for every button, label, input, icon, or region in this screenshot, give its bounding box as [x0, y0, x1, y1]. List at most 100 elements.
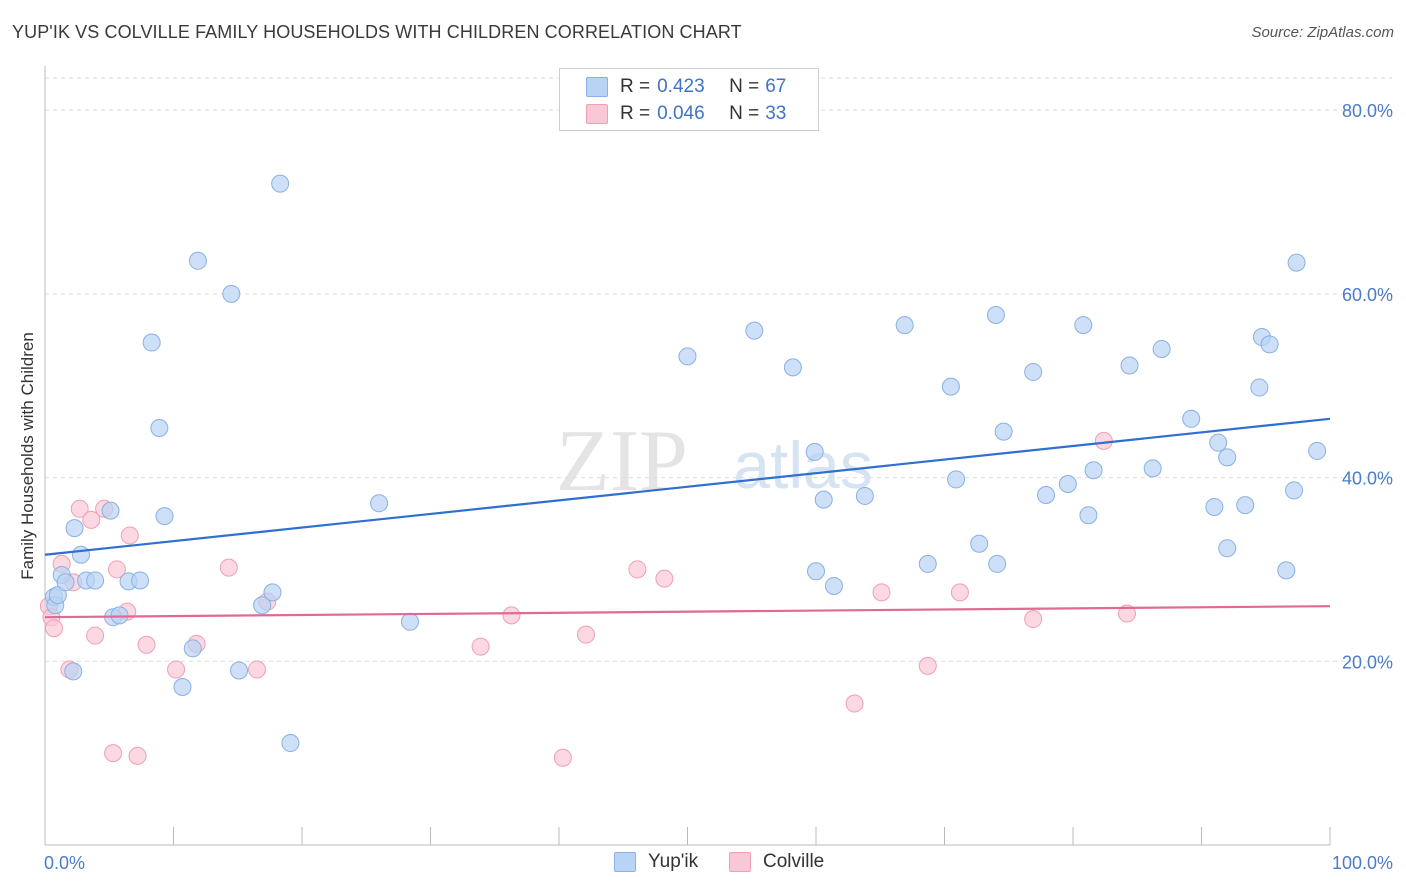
yupik-point — [678, 347, 697, 366]
n-value: 33 — [765, 103, 787, 124]
yupik-point — [222, 284, 241, 303]
yupik-point — [263, 583, 282, 602]
colville-point — [1117, 604, 1136, 623]
yupik-point — [970, 534, 989, 553]
yupik-point — [1218, 448, 1237, 467]
yupik-point — [183, 639, 202, 658]
yupik-point — [814, 490, 833, 509]
yupik-point — [65, 519, 84, 538]
tick-labels: 20.0% 40.0% 60.0% 80.0% 0.0% 100.0% — [44, 101, 1393, 873]
yupik-point — [1209, 433, 1228, 452]
colville-point — [137, 635, 156, 654]
yupik-point — [1277, 561, 1296, 580]
colville-point — [70, 499, 89, 518]
yupik-point — [805, 442, 824, 461]
yupik-point — [1236, 496, 1255, 515]
yupik-point — [895, 316, 914, 335]
yupik-point — [1084, 461, 1103, 480]
n-label: N = — [729, 76, 760, 97]
colville-point — [576, 625, 595, 644]
yupik-point — [988, 554, 1007, 573]
yupik-point — [1260, 335, 1279, 354]
yupik-point — [947, 470, 966, 489]
yupik-point — [173, 678, 192, 697]
legend-item-colville[interactable]: Colville — [729, 851, 824, 873]
yupik-point — [1079, 506, 1098, 525]
r-label: R = — [620, 103, 651, 124]
colville-point — [502, 606, 521, 625]
colville-point — [44, 619, 63, 638]
legend-item-yupik[interactable]: Yup'ik — [614, 851, 698, 873]
yupik-point — [142, 333, 161, 352]
x-tick-label: 0.0% — [44, 853, 85, 873]
yupik-point — [150, 418, 169, 437]
yupik-point — [64, 662, 83, 681]
yupik-point — [1120, 356, 1139, 375]
yupik-point — [855, 486, 874, 505]
yupik-point — [1037, 486, 1056, 505]
source-label: Source: ZipAtlas.com — [1251, 24, 1394, 41]
yupik-point — [188, 251, 207, 270]
yupik-point — [824, 576, 843, 595]
yupik-point — [101, 501, 120, 520]
n-value: 67 — [765, 76, 787, 97]
yupik-point — [1285, 481, 1304, 500]
watermark-atlas: atlas — [733, 428, 872, 502]
yupik-point — [941, 377, 960, 396]
colville-point — [120, 526, 139, 545]
r-label: R = — [620, 76, 651, 97]
yupik-point — [155, 507, 174, 526]
colville-point — [1024, 610, 1043, 629]
yupik-point — [1143, 459, 1162, 478]
yupik-point — [110, 606, 129, 625]
stats-legend: R = 0.423 N = 67 R = 0.046 N = 33 — [559, 68, 819, 131]
yupik-point — [1024, 362, 1043, 381]
yupik-point — [271, 174, 290, 193]
legend-row-colville: R = 0.046 N = 33 — [586, 102, 786, 126]
yupik-point — [1250, 378, 1269, 397]
colville-point — [628, 560, 647, 579]
yupik-point — [1218, 539, 1237, 558]
yupik-point — [807, 562, 825, 581]
watermark-zip: ZIP — [556, 413, 688, 510]
yupik-point — [745, 321, 764, 340]
r-value: 0.423 — [657, 76, 705, 97]
yupik-trend-line — [44, 417, 1331, 556]
r-value: 0.046 — [657, 103, 705, 124]
x-tick-label: 100.0% — [1332, 853, 1393, 873]
yupik-point — [1308, 441, 1327, 460]
n-label: N = — [729, 103, 760, 124]
yupik-point — [783, 358, 802, 377]
yupik-point — [400, 612, 419, 631]
yupik-point — [230, 661, 249, 680]
colville-point — [128, 746, 147, 765]
yupik-points — [44, 174, 1327, 753]
yupik-point — [986, 305, 1005, 324]
yupik-point — [918, 554, 937, 573]
yupik-swatch — [614, 852, 636, 872]
axes — [44, 66, 1331, 846]
colville-point — [248, 660, 267, 679]
yupik-point — [1058, 475, 1077, 494]
yupik-point — [1287, 253, 1306, 272]
legend-row-yupik: R = 0.423 N = 67 — [586, 75, 786, 99]
colville-point — [82, 510, 101, 529]
legend-label-yupik: Yup'ik — [648, 851, 699, 872]
y-tick-label: 20.0% — [1342, 652, 1393, 672]
colville-swatch — [586, 104, 608, 124]
y-tick-label: 40.0% — [1342, 469, 1393, 489]
colville-point — [872, 583, 891, 602]
colville-swatch — [729, 852, 751, 872]
yupik-point — [1074, 316, 1093, 335]
yupik-point — [1182, 409, 1201, 428]
yupik-point — [253, 596, 272, 615]
yupik-point — [1205, 497, 1224, 516]
colville-point — [655, 569, 674, 588]
yupik-point — [131, 571, 150, 590]
yupik-point — [1152, 339, 1171, 358]
chart-title: YUP'IK VS COLVILLE FAMILY HOUSEHOLDS WIT… — [12, 22, 742, 42]
colville-point — [553, 748, 572, 767]
colville-point — [104, 744, 123, 763]
yupik-point — [994, 422, 1013, 441]
colville-trend-line — [44, 605, 1331, 619]
